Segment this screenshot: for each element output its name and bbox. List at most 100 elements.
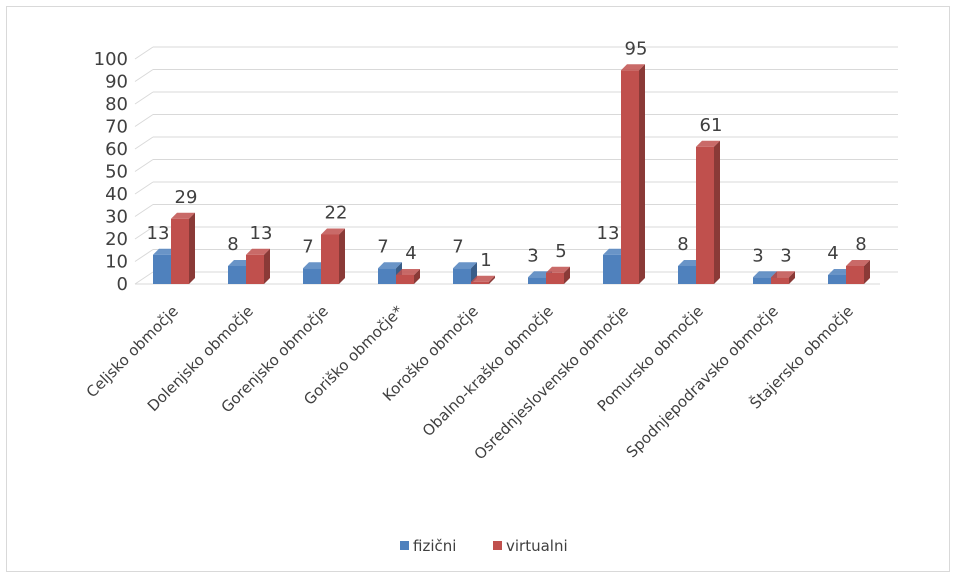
legend-item-virtualni: virtualni bbox=[493, 537, 568, 555]
bar-side bbox=[564, 266, 570, 284]
bar-top bbox=[753, 271, 777, 278]
legend: fizični virtualni bbox=[400, 537, 568, 555]
bar-virtualni-8 bbox=[771, 271, 795, 284]
data-label: 7 bbox=[302, 236, 313, 257]
bar-virtualni-4 bbox=[471, 275, 495, 284]
bar-top bbox=[246, 248, 270, 255]
bar-front bbox=[696, 146, 714, 284]
y-tick-label: 70 bbox=[105, 117, 128, 138]
bar-side bbox=[789, 271, 795, 284]
bar-top bbox=[321, 228, 345, 235]
bar-side bbox=[339, 228, 345, 284]
y-tick-label: 80 bbox=[105, 94, 128, 115]
bar-side bbox=[414, 269, 420, 284]
bar-side bbox=[264, 248, 270, 284]
data-label: 95 bbox=[625, 38, 648, 59]
legend-item-fizični: fizični bbox=[400, 537, 456, 555]
bar-front bbox=[303, 268, 321, 284]
x-tick-label: Obalno-kraško območje bbox=[419, 302, 557, 440]
data-label: 4 bbox=[405, 243, 416, 264]
bar-side bbox=[489, 275, 495, 284]
bar-front bbox=[846, 266, 864, 284]
gridline-diag bbox=[134, 136, 154, 150]
bar-front bbox=[378, 268, 396, 284]
gridline-diag bbox=[134, 46, 154, 60]
bar-front bbox=[828, 275, 846, 284]
bar-top bbox=[771, 271, 795, 278]
gridline-diag bbox=[134, 226, 154, 240]
bar-front bbox=[228, 266, 246, 284]
data-label: 13 bbox=[147, 223, 170, 244]
data-label: 7 bbox=[452, 236, 463, 257]
bar-virtualni-5 bbox=[546, 266, 570, 284]
data-label: 7 bbox=[377, 236, 388, 257]
bar-front bbox=[453, 268, 471, 284]
bar-top bbox=[471, 275, 495, 282]
data-label: 8 bbox=[677, 234, 688, 255]
bar-front bbox=[246, 254, 264, 284]
bars bbox=[153, 64, 870, 284]
data-label: 22 bbox=[325, 203, 348, 224]
gridline-diag bbox=[134, 159, 154, 172]
bar-top bbox=[696, 140, 720, 147]
bar-front bbox=[753, 277, 771, 284]
y-tick-label: 60 bbox=[105, 139, 128, 160]
y-tick-label: 90 bbox=[105, 72, 128, 93]
bar-virtualni-9 bbox=[846, 260, 870, 284]
gridline-diag bbox=[134, 271, 154, 285]
gridline-diag bbox=[134, 91, 154, 105]
y-tick-label: 0 bbox=[117, 274, 128, 295]
bar-virtualni-7 bbox=[696, 140, 720, 284]
data-label: 8 bbox=[227, 234, 238, 255]
bar-top bbox=[378, 262, 402, 269]
data-label: 5 bbox=[555, 241, 566, 262]
bar-front bbox=[678, 266, 696, 284]
gridline-diag bbox=[134, 204, 154, 217]
data-label: 13 bbox=[250, 223, 273, 244]
bar-side bbox=[189, 212, 195, 284]
gridline-diag bbox=[134, 181, 154, 195]
bar-virtualni-0 bbox=[171, 212, 195, 284]
bar-virtualni-6 bbox=[621, 64, 645, 284]
data-label: 8 bbox=[855, 234, 866, 255]
bar-front bbox=[528, 277, 546, 284]
bar-front bbox=[621, 70, 639, 284]
y-tick-label: 40 bbox=[105, 184, 128, 205]
bar-side bbox=[864, 260, 870, 284]
data-label: 1 bbox=[480, 250, 491, 271]
bar-virtualni-2 bbox=[321, 228, 345, 284]
y-tick-label: 100 bbox=[94, 49, 128, 70]
gridline-diag bbox=[134, 114, 154, 127]
data-label: 3 bbox=[527, 245, 538, 266]
bar-top bbox=[171, 212, 195, 219]
y-tick-label: 30 bbox=[105, 207, 128, 228]
data-label: 4 bbox=[827, 243, 838, 264]
bar-front bbox=[396, 275, 414, 284]
bar-front bbox=[321, 234, 339, 284]
data-label: 13 bbox=[597, 223, 620, 244]
bar-front bbox=[771, 277, 789, 284]
bar-virtualni-3 bbox=[396, 269, 420, 284]
bar-front bbox=[546, 272, 564, 284]
bar-top bbox=[396, 269, 420, 275]
legend-swatch bbox=[493, 541, 502, 550]
bar-front bbox=[171, 218, 189, 284]
bar-top bbox=[621, 64, 645, 71]
bar-side bbox=[639, 64, 645, 284]
legend-label: virtualni bbox=[506, 537, 568, 555]
bar-top bbox=[846, 260, 870, 266]
data-label: 3 bbox=[752, 245, 763, 266]
legend-swatch bbox=[400, 541, 409, 550]
data-label: 61 bbox=[700, 115, 723, 136]
legend-label: fizični bbox=[413, 537, 456, 555]
chart-frame bbox=[6, 6, 950, 572]
y-tick-label: 50 bbox=[105, 162, 128, 183]
gridline-diag bbox=[134, 69, 154, 82]
y-tick-label: 10 bbox=[105, 252, 128, 273]
bar-top bbox=[546, 266, 570, 273]
gridlines bbox=[134, 46, 898, 285]
